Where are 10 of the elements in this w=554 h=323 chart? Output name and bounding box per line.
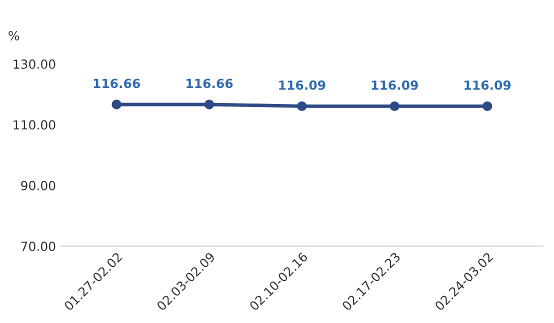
y-axis-title: % bbox=[8, 30, 20, 40]
y-tick-label: 110.00 bbox=[14, 120, 56, 130]
y-tick-label: 130.00 bbox=[14, 59, 56, 69]
data-label: 116.66 bbox=[186, 78, 233, 88]
data-label: 116.66 bbox=[94, 78, 140, 88]
data-label: 116.09 bbox=[279, 80, 326, 90]
data-label: 116.09 bbox=[464, 80, 511, 90]
y-tick-label: 90.00 bbox=[21, 180, 56, 190]
data-label: 116.09 bbox=[372, 80, 418, 90]
y-tick-label: 70.00 bbox=[21, 242, 56, 252]
